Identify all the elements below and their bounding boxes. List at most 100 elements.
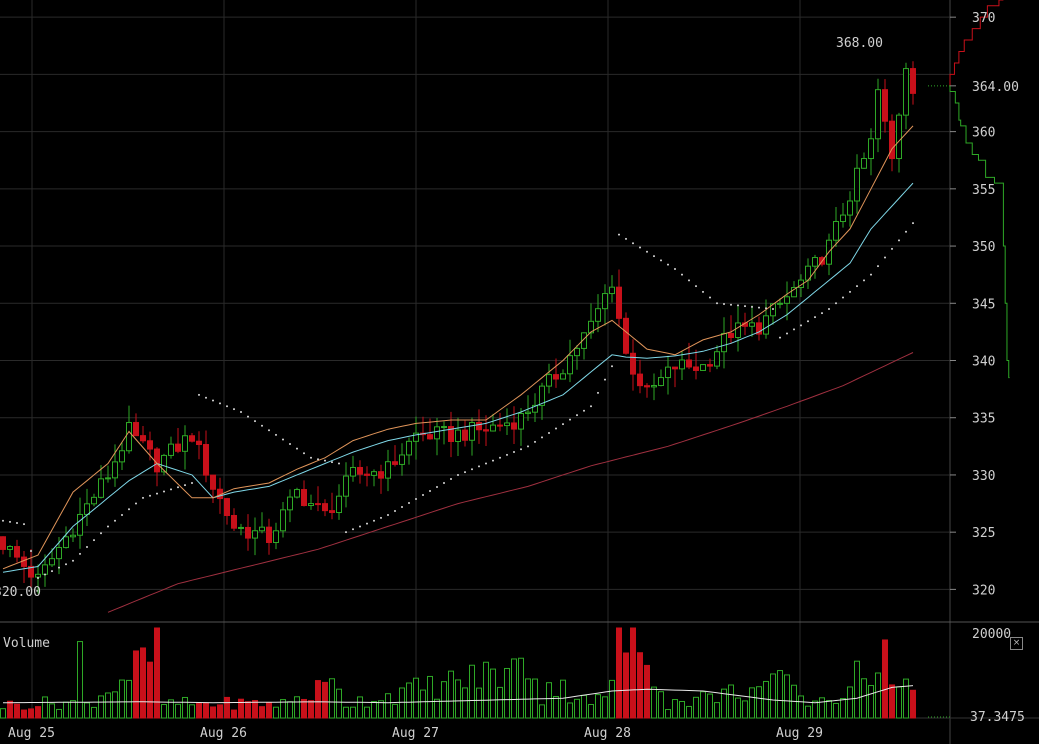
candle <box>42 554 48 587</box>
sar-dot <box>604 378 606 381</box>
volume-bar <box>581 694 587 719</box>
volume-bar <box>420 689 426 719</box>
volume-bar <box>119 679 125 719</box>
volume-bar <box>805 705 811 719</box>
candle <box>133 413 139 437</box>
candle <box>231 508 237 532</box>
candle-body <box>126 422 132 452</box>
candle <box>504 408 510 435</box>
candle-body <box>210 474 216 490</box>
sar-dot <box>310 456 312 459</box>
candle <box>532 393 538 423</box>
volume-bar <box>574 698 580 719</box>
candle-body <box>679 359 685 370</box>
volume-bar <box>826 700 832 719</box>
candle <box>21 550 27 583</box>
candle <box>280 502 286 538</box>
candle-body <box>322 503 328 512</box>
volume-bar <box>322 681 328 719</box>
candle <box>28 549 34 589</box>
candle-body <box>581 332 587 349</box>
candle <box>602 284 608 326</box>
sar-dot <box>716 302 718 305</box>
candle <box>273 522 279 550</box>
volume-bar <box>686 705 692 719</box>
candle-body <box>455 429 461 442</box>
sar-dot <box>912 222 914 225</box>
volume-bar <box>784 674 790 719</box>
volume-bar <box>112 691 118 719</box>
sar-dot <box>660 259 662 262</box>
volume-bar <box>812 700 818 719</box>
candle-body <box>35 573 41 578</box>
candle-body <box>861 158 867 169</box>
volume-bar <box>651 686 657 719</box>
volume-bar <box>189 704 195 719</box>
candle-body <box>700 364 706 371</box>
sar-dot <box>793 328 795 331</box>
candle-body <box>511 422 517 430</box>
sar-dot <box>688 279 690 282</box>
candle <box>434 417 440 456</box>
volume-bar <box>861 678 867 719</box>
candle <box>525 395 531 421</box>
candle-body <box>336 495 342 514</box>
sar-dot <box>436 485 438 488</box>
sar-dot <box>289 443 291 446</box>
candle <box>497 412 503 432</box>
candle <box>588 303 594 339</box>
sar-dot <box>149 494 151 497</box>
candle-body <box>14 546 20 558</box>
volume-bar <box>77 641 83 719</box>
y-tick-label: 345 <box>972 297 995 312</box>
sma-long-line <box>107 352 914 613</box>
sar-dot <box>548 431 550 434</box>
volume-bar <box>903 678 909 719</box>
sar-dot <box>128 508 130 511</box>
candle <box>833 207 839 247</box>
close-volume-panel-icon[interactable]: × <box>1010 637 1023 650</box>
volume-bar <box>483 661 489 719</box>
candle <box>840 202 846 228</box>
candle-body <box>329 510 335 514</box>
sar-dot <box>296 447 298 450</box>
candle-body <box>574 347 580 357</box>
sar-dot <box>646 250 648 253</box>
candle-body <box>630 352 636 375</box>
volume-bar <box>644 664 650 719</box>
sar-dot <box>527 445 529 448</box>
volume-bar <box>595 694 601 719</box>
candle <box>581 332 587 360</box>
candle-body <box>252 530 258 539</box>
candle-body <box>784 296 790 304</box>
candle-body <box>882 89 888 122</box>
candle <box>266 518 272 555</box>
y-tick-label: 320 <box>972 583 995 598</box>
sar-dot <box>863 279 865 282</box>
candle <box>770 303 776 325</box>
sar-dot <box>625 237 627 240</box>
candle-body <box>273 530 279 543</box>
sar-dot <box>632 242 634 245</box>
candle-body <box>476 422 482 431</box>
candle <box>910 61 916 105</box>
candle-body <box>546 374 552 387</box>
candle <box>896 112 902 173</box>
volume-bar <box>238 698 244 719</box>
candle-body <box>371 471 377 476</box>
volume-bar <box>42 696 48 719</box>
candle <box>126 405 132 454</box>
candle-body <box>553 374 559 380</box>
candle <box>287 489 293 523</box>
sar-dot <box>730 303 732 306</box>
candle-body <box>280 509 286 532</box>
sar-dot <box>380 516 382 519</box>
candle <box>861 152 867 169</box>
y-tick-label: 340 <box>972 355 995 370</box>
candle-body <box>693 366 699 371</box>
candle <box>140 426 146 444</box>
candle-body <box>378 471 384 479</box>
candle-body <box>294 489 300 498</box>
volume-bar <box>448 670 454 719</box>
